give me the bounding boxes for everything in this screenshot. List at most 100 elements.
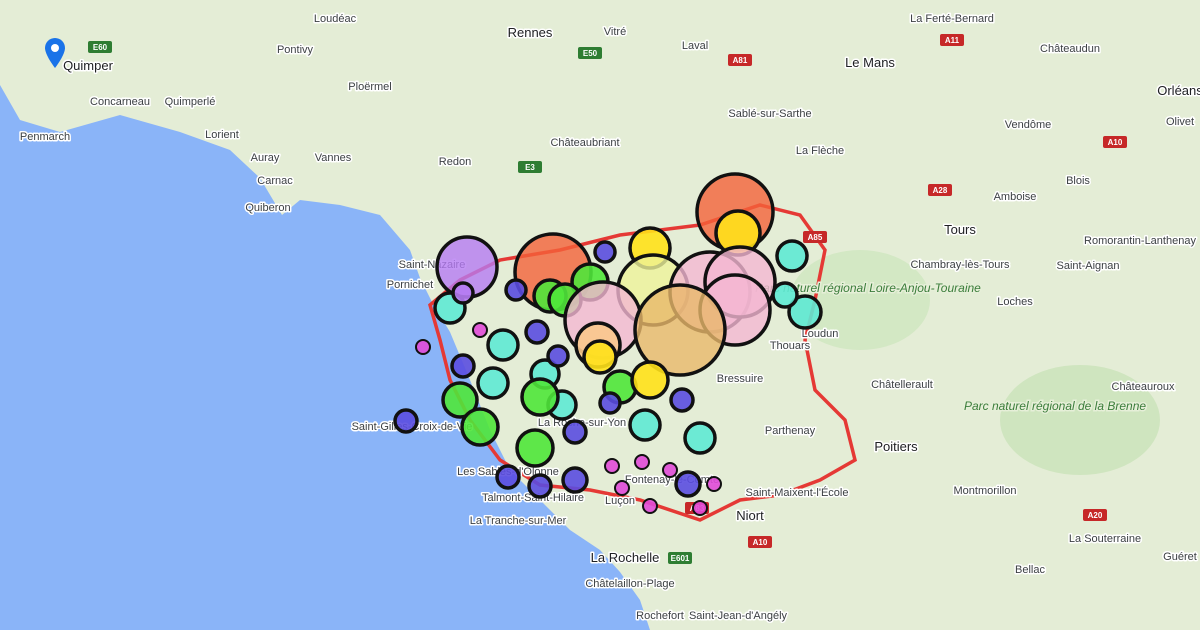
place-label: La Tranche-sur-Mer xyxy=(470,515,567,527)
road-label: E3 xyxy=(525,163,535,172)
place-label: Saint-Maixent-l'École xyxy=(746,486,849,499)
place-label: Orléans xyxy=(1157,83,1200,98)
road-shield xyxy=(668,552,692,564)
bubble xyxy=(562,419,588,445)
bubble xyxy=(775,239,809,273)
place-label: Bressuire xyxy=(717,373,763,385)
place-label: Laval xyxy=(682,40,708,52)
place-label: Carnac xyxy=(257,175,293,187)
road-label: A85 xyxy=(808,233,823,242)
bubble xyxy=(515,428,555,468)
road-shield xyxy=(940,34,964,46)
place-label: Chambray-lès-Tours xyxy=(910,259,1010,271)
place-label: Châteauroux xyxy=(1112,381,1175,393)
place-label: Concarneau xyxy=(90,96,150,108)
road-shield xyxy=(1103,136,1127,148)
road-shield xyxy=(928,184,952,196)
place-label: Châteaubriant xyxy=(550,137,619,149)
sea xyxy=(0,85,650,630)
bubble xyxy=(771,281,799,309)
park-label: Parc naturel régional de la Brenne xyxy=(964,399,1146,413)
place-label: Amboise xyxy=(994,191,1037,203)
bubble xyxy=(561,466,589,494)
place-label: Tours xyxy=(944,222,976,237)
place-label: Quimperlé xyxy=(165,96,216,108)
road-label: A81 xyxy=(733,56,748,65)
place-label: Le Mans xyxy=(845,55,895,70)
road-label: E601 xyxy=(671,554,690,563)
road-shield xyxy=(578,47,602,59)
bubble xyxy=(633,283,727,377)
place-label: Saint-Jean-d'Angély xyxy=(689,610,788,622)
bubble xyxy=(472,322,488,338)
place-label: Redon xyxy=(439,156,471,168)
place-label: Quiberon xyxy=(245,202,290,214)
place-label: Pornichet xyxy=(387,279,433,291)
road-label: A11 xyxy=(945,36,960,45)
place-label: Lorient xyxy=(205,129,239,141)
place-label: La Souterraine xyxy=(1069,533,1141,545)
place-label: Vendôme xyxy=(1005,119,1051,131)
bubble xyxy=(598,391,622,415)
region-outline xyxy=(428,203,858,522)
road-label: A28 xyxy=(933,186,948,195)
place-label: La Rochelle xyxy=(591,550,660,565)
bubble xyxy=(450,353,476,379)
road-label: E60 xyxy=(93,43,108,52)
road-label: A10 xyxy=(753,538,768,547)
road-shield xyxy=(748,536,772,548)
place-label: Auray xyxy=(251,152,280,164)
place-label: Blois xyxy=(1066,175,1090,187)
place-label: Vannes xyxy=(315,152,352,164)
bubble xyxy=(451,281,475,305)
bubble xyxy=(634,454,650,470)
road-label: A10 xyxy=(1108,138,1123,147)
place-label: Châteaudun xyxy=(1040,43,1100,55)
place-label: Guéret xyxy=(1163,551,1197,563)
park-label: Parc naturel régional Loire-Anjou-Tourai… xyxy=(755,281,981,295)
place-label: Olivet xyxy=(1166,116,1194,128)
bubble xyxy=(787,294,823,330)
road-shield xyxy=(1083,509,1107,521)
pin[interactable] xyxy=(45,38,65,68)
bubble xyxy=(669,387,695,413)
place-label: Parthenay xyxy=(765,425,816,437)
place-label: Rochefort xyxy=(636,610,684,622)
place-label: Romorantin-Lanthenay xyxy=(1084,235,1196,247)
bubble xyxy=(628,408,662,442)
place-label: Thouars xyxy=(770,340,811,352)
place-label: Talmont-Saint-Hilaire xyxy=(482,492,584,504)
place-label: La Flèche xyxy=(796,145,844,157)
place-label: Bellac xyxy=(1015,564,1045,576)
bubble xyxy=(662,462,678,478)
bubble xyxy=(582,339,618,375)
bubble xyxy=(393,408,419,434)
bubble xyxy=(604,458,620,474)
place-label: Sablé-sur-Sarthe xyxy=(728,108,811,120)
bubble xyxy=(683,421,717,455)
bubble xyxy=(524,319,550,345)
pin-dot xyxy=(51,44,59,52)
place-label: Rennes xyxy=(508,25,553,40)
bubble xyxy=(614,480,630,496)
bubble xyxy=(674,470,702,498)
bubble xyxy=(593,240,617,264)
road-label: A20 xyxy=(1088,511,1103,520)
park-area xyxy=(1000,365,1160,475)
place-label: La Ferté-Bernard xyxy=(910,13,994,25)
place-label: Loudun xyxy=(802,328,839,340)
place-label: Penmarch xyxy=(20,131,70,143)
place-label: Quimper xyxy=(63,58,114,73)
place-label: Poitiers xyxy=(874,439,918,454)
bubble xyxy=(642,498,658,514)
labels: Quimper Loudéac Pontivy Concarneau Quimperlé… xyxy=(18,12,1200,624)
bubble xyxy=(546,344,570,368)
place-label: Vitré xyxy=(604,26,626,38)
bubble xyxy=(486,328,520,362)
place-label: Ploërmel xyxy=(348,81,391,93)
place-label: Loches xyxy=(997,296,1033,308)
place-label: Châtellerault xyxy=(871,379,933,391)
bubble xyxy=(527,473,553,499)
bubbles xyxy=(393,172,823,516)
park-area xyxy=(790,250,930,350)
